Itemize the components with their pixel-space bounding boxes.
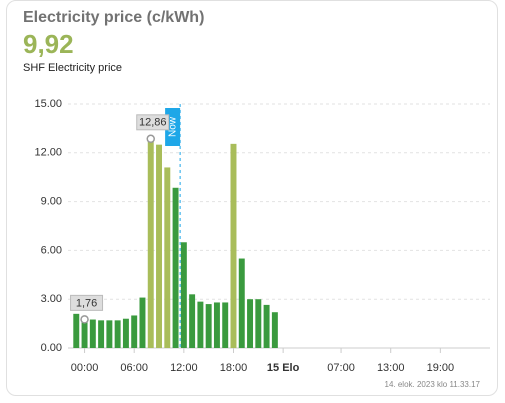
- bar: [205, 304, 212, 348]
- y-tick-label: 6.00: [41, 244, 62, 256]
- bar: [89, 319, 96, 348]
- annotation-box: [70, 294, 104, 311]
- card: Electricity price (c/kWh) 9,92 SHF Elect…: [6, 0, 498, 396]
- annotation-point: [80, 315, 89, 324]
- now-label: Now: [167, 116, 178, 137]
- y-tick-label: 9.00: [41, 196, 62, 208]
- bar: [81, 319, 88, 348]
- bar: [230, 143, 237, 348]
- bar: [156, 144, 162, 348]
- y-tick-label: 15.00: [34, 98, 62, 110]
- bar: [122, 318, 129, 348]
- x-tick-label: 13:00: [377, 362, 405, 374]
- bar: [106, 320, 113, 348]
- annotation-label: 1,76: [76, 297, 97, 309]
- x-tick-label: 15 Elo: [267, 362, 300, 374]
- bar: [172, 187, 179, 348]
- annotation-box: [136, 114, 170, 131]
- bar: [139, 297, 146, 348]
- bar: [271, 312, 278, 348]
- bar: [189, 294, 196, 348]
- state: 9,92: [23, 29, 74, 59]
- bar: [213, 302, 220, 348]
- bar: [238, 258, 245, 348]
- bar: [147, 138, 154, 348]
- bar: [263, 304, 270, 348]
- bar: [114, 320, 121, 348]
- x-tick-label: 19:00: [427, 362, 455, 374]
- bar: [180, 242, 187, 348]
- bar: [164, 167, 171, 348]
- bar: [131, 315, 138, 348]
- bar: [247, 299, 254, 348]
- x-tick-label: 07:00: [327, 362, 355, 374]
- x-tick-label: 18:00: [220, 362, 248, 374]
- y-tick-label: 3.00: [41, 293, 62, 305]
- annotation-point: [146, 134, 155, 144]
- timestamp: 14. elok. 2023 klo 11.33.17: [385, 380, 481, 389]
- entity-name: SHF Electricity price: [23, 62, 123, 74]
- x-tick-label: 00:00: [71, 362, 99, 374]
- x-tick-label: 06:00: [120, 362, 148, 374]
- y-tick-label: 12.00: [34, 147, 62, 159]
- bar: [222, 302, 229, 348]
- y-tick-label: 0.00: [41, 342, 62, 354]
- annotation-label: 12,86: [139, 117, 167, 129]
- card-title: Electricity price (c/kWh): [23, 9, 205, 26]
- bar: [73, 313, 80, 348]
- bar: [255, 299, 262, 348]
- bar: [98, 320, 105, 348]
- bar: [197, 301, 204, 348]
- x-tick-label: 12:00: [170, 362, 198, 374]
